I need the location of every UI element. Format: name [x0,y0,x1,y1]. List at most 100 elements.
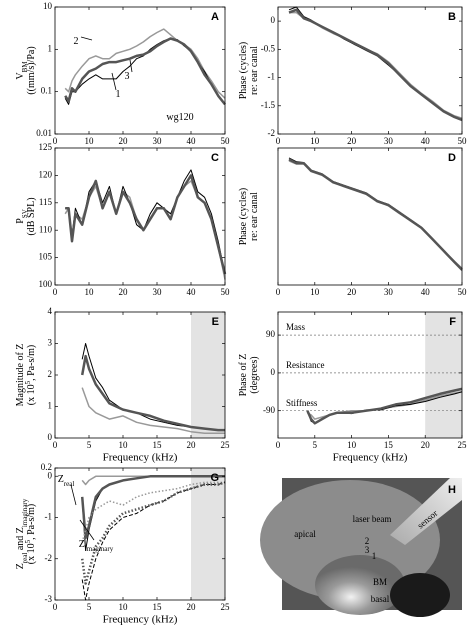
y-axis-label-part: real [21,553,29,564]
x-tick-label: 50 [221,287,231,297]
x-tick-label: 10 [347,440,357,450]
x-tick-label: 0 [53,287,58,297]
y-axis-label-part: (degrees) [249,356,260,393]
plot-frame [277,147,463,286]
x-tick-label: 0 [276,136,281,146]
y-tick-label: -2 [268,128,276,138]
series-line [306,387,463,425]
y-axis-label-part: Magnitude of Z [15,344,26,407]
y-tick-label: 125 [39,142,53,152]
x-tick-label: 25 [458,440,468,450]
y-axis-label-part: , Pa-s/m) [26,345,37,381]
x-tick-label: 10 [310,287,320,297]
y-tick-label: 0 [271,367,276,377]
y-axis-label: ((mm/s)/Pa) [26,46,37,94]
photo [260,478,462,617]
annotation-arrow [70,484,77,506]
series-line [81,481,226,601]
y-tick-label: -1.5 [261,100,276,110]
x-tick-label: 10 [85,136,95,146]
y-tick-label: 120 [39,169,53,179]
y-axis-label: Zreal and Zimaginary [15,498,28,569]
y-tick-label: -2 [45,553,53,563]
x-tick-label: 40 [421,287,431,297]
y-axis-label-part: and Z [15,527,26,553]
x-tick-label: 40 [187,136,197,146]
photo-sensor [390,478,462,545]
x-tick-label: 20 [119,136,129,146]
photo-label: BM [373,577,387,587]
y-axis-label-part: (dB SPL) [26,197,37,235]
y-axis-label: Phase (cycles) [238,188,249,245]
shaded-region [191,468,225,600]
shaded-region [425,312,462,438]
y-tick-label: -1 [45,512,53,522]
y-tick-label: 105 [39,252,53,262]
panel-letter: B [448,11,456,23]
y-axis-label-part: ((mm/s)/Pa) [26,46,37,94]
annotation-part: Z [79,539,85,550]
y-axis-label-part: Phase (cycles) [238,188,249,245]
series-line [288,8,463,122]
y-axis-label: (degrees) [249,356,260,393]
y-tick-label: 115 [39,197,53,207]
y-axis-label: VBM [15,61,28,80]
x-tick-label: 5 [87,602,92,612]
x-tick-label: 50 [221,136,231,146]
y-axis-label: Phase (cycles) [238,42,249,99]
x-tick-label: 10 [310,136,320,146]
x-tick-label: 20 [347,136,357,146]
annotation: 3 [125,71,130,82]
annotation-part: 3 [125,71,130,82]
y-axis-label-part: BM [21,61,29,73]
x-tick-label: 0 [53,136,58,146]
plot-frame [54,6,226,135]
plot-frame [54,147,226,286]
y-axis-label: (x 105, Pa-s/m) [24,504,38,564]
x-tick-label: 30 [153,287,163,297]
reference-label: Resistance [286,360,325,370]
y-axis-label-part: Phase (cycles) [238,42,249,99]
x-tick-label: 15 [153,440,163,450]
x-tick-label: 20 [119,287,129,297]
plot-frame [54,467,226,601]
y-axis-label-part: imaginary [21,498,29,527]
annotation-arrow [80,36,93,41]
photo-label: laser beam [353,514,392,524]
x-tick-label: 40 [187,287,197,297]
annotation: wg120 [166,112,193,123]
y-tick-label: 100 [39,279,53,289]
y-tick-label: 0.2 [41,462,52,472]
plot-frame [277,311,463,439]
panel-letter: E [212,316,219,328]
x-tick-label: 30 [384,287,394,297]
y-axis-label-part: re: ear canal [249,46,260,95]
y-tick-label: 0 [48,432,53,442]
y-tick-label: 0.1 [41,86,52,96]
x-tick-label: 25 [221,602,231,612]
y-tick-label: 1 [48,401,53,411]
annotation-part: 1 [116,89,121,100]
series-line [65,169,226,275]
x-tick-label: 0 [276,287,281,297]
photo-label: apical [294,529,316,539]
y-tick-label: -3 [45,594,53,604]
y-axis-label: Phase of Z [238,354,249,397]
y-tick-label: 110 [39,224,53,234]
annotation-part: Z [58,474,64,485]
x-tick-label: 10 [85,287,95,297]
photo-label: 1 [372,551,377,561]
y-axis-label: PSV [15,209,28,224]
y-tick-label: -0.5 [261,43,276,53]
y-axis-label-part: (x 10 [26,543,37,564]
x-tick-label: 20 [187,440,197,450]
y-axis-label: (dB SPL) [26,197,37,235]
reference-label: Mass [286,322,305,332]
annotation-arrow [129,59,133,73]
series-line [81,387,225,435]
panel-letter: D [448,152,456,164]
plot-frame [277,6,463,135]
x-tick-label: 10 [119,440,129,450]
annotation: 1 [116,89,121,100]
